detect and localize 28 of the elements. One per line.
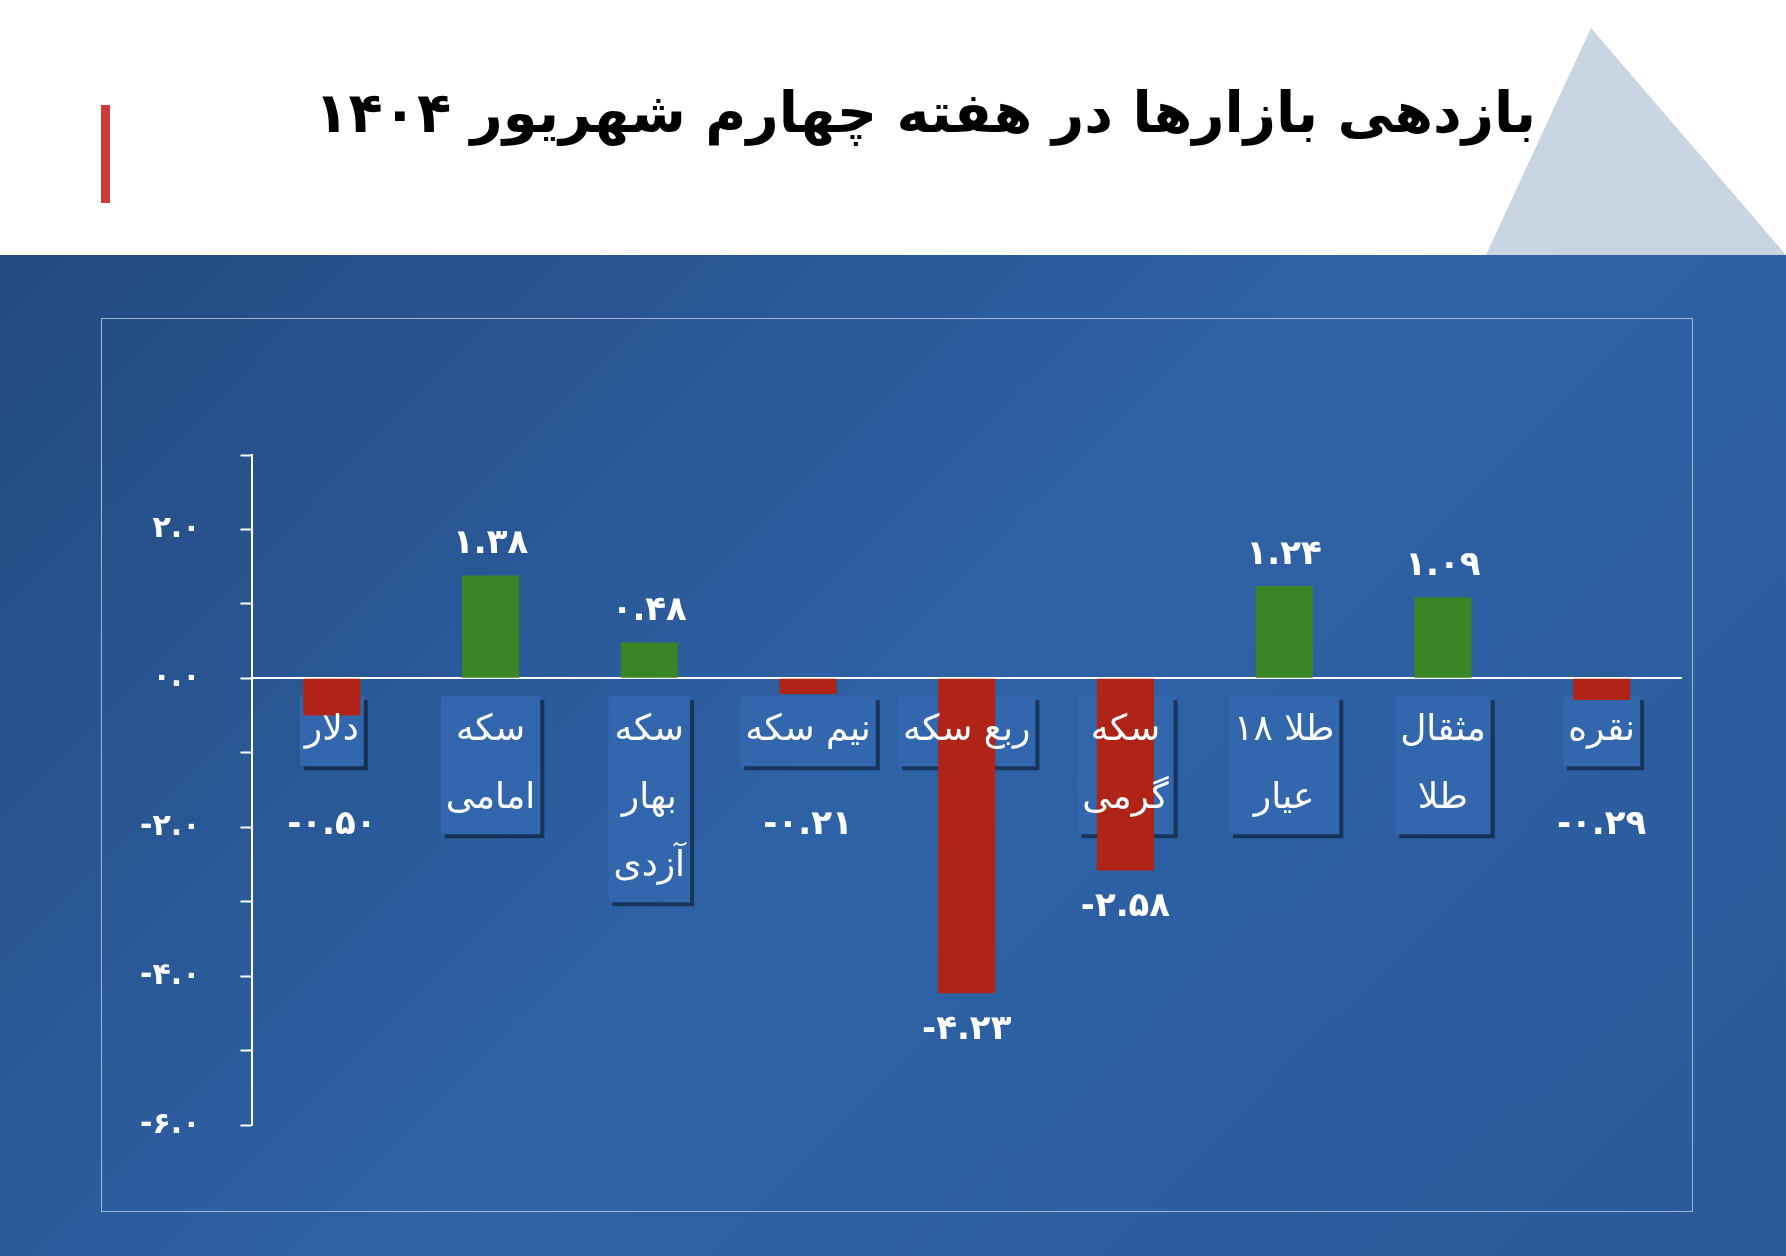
data-label: ۰.۴۸ bbox=[611, 588, 688, 629]
x-tick-label: نیم سکه bbox=[745, 706, 871, 749]
data-label: -۰.۵۰ bbox=[287, 802, 377, 843]
bar bbox=[779, 678, 837, 694]
x-tick-label: سکه امامی bbox=[445, 706, 536, 816]
x-tick-label: سکه بهار آزدی bbox=[613, 706, 688, 885]
data-label: -۰.۲۱ bbox=[763, 802, 853, 843]
y-tick-label: -۶.۰ bbox=[140, 1104, 201, 1140]
x-tick-label: نقره bbox=[1568, 706, 1636, 749]
data-label: -۲.۵۸ bbox=[1080, 884, 1171, 925]
bar bbox=[1573, 678, 1631, 700]
bar bbox=[620, 642, 678, 678]
y-tick-label: ۲.۰ bbox=[152, 509, 201, 545]
bar bbox=[461, 575, 520, 678]
y-tick-label: -۲.۰ bbox=[140, 807, 201, 843]
bar bbox=[1414, 597, 1472, 678]
data-label: ۱.۲۴ bbox=[1246, 531, 1322, 572]
data-label: ۱.۳۸ bbox=[452, 521, 529, 562]
y-tick-label: ۰.۰ bbox=[152, 658, 201, 694]
x-tick-label: طلا ۱۸ عیار bbox=[1234, 706, 1335, 817]
data-label: ۱.۰۹ bbox=[1405, 543, 1481, 584]
y-tick-label: -۴.۰ bbox=[140, 955, 201, 991]
chart-title: بازدهی بازارها در هفته چهارم شهریور ۱۴۰۴ bbox=[314, 80, 1536, 145]
x-tick-label: دلار bbox=[302, 706, 359, 749]
data-label: -۴.۲۳ bbox=[922, 1007, 1012, 1048]
bar bbox=[1255, 586, 1313, 678]
x-tick-label: مثقال طلا bbox=[1400, 706, 1486, 816]
data-label: -۰.۲۹ bbox=[1556, 802, 1647, 843]
